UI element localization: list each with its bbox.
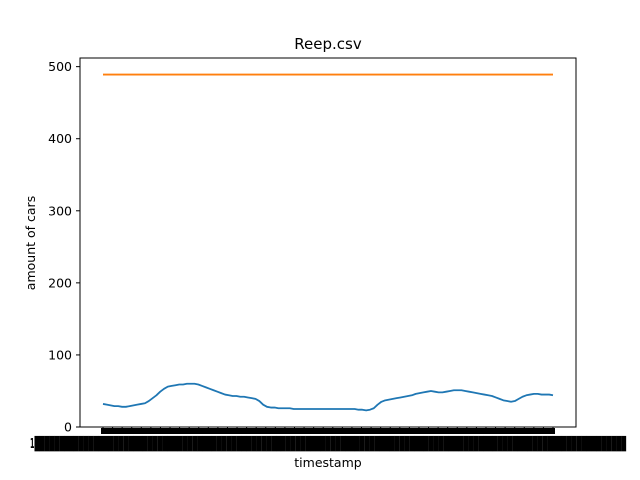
y-tick-label: 300: [48, 203, 72, 218]
plot-area: [79, 57, 577, 428]
x-tick-labels-overlap: 1███████████████████████████████████████…: [30, 435, 626, 452]
y-tick-label: 400: [48, 131, 72, 146]
axes-frame: [79, 57, 577, 428]
chart-title: Reep.csv: [294, 35, 362, 53]
y-axis: 0 100 200 300 400 500: [48, 59, 80, 435]
y-tick-label: 0: [64, 420, 72, 435]
series-line-1: [102, 382, 554, 412]
y-tick-label: 100: [48, 347, 72, 362]
y-tick-label: 500: [48, 59, 72, 74]
x-tick-band: [101, 428, 555, 434]
y-axis-label: amount of cars: [23, 196, 38, 290]
x-axis: 1███████████████████████████████████████…: [30, 427, 626, 452]
x-axis-label: timestamp: [294, 455, 361, 470]
y-tick-label: 200: [48, 275, 72, 290]
